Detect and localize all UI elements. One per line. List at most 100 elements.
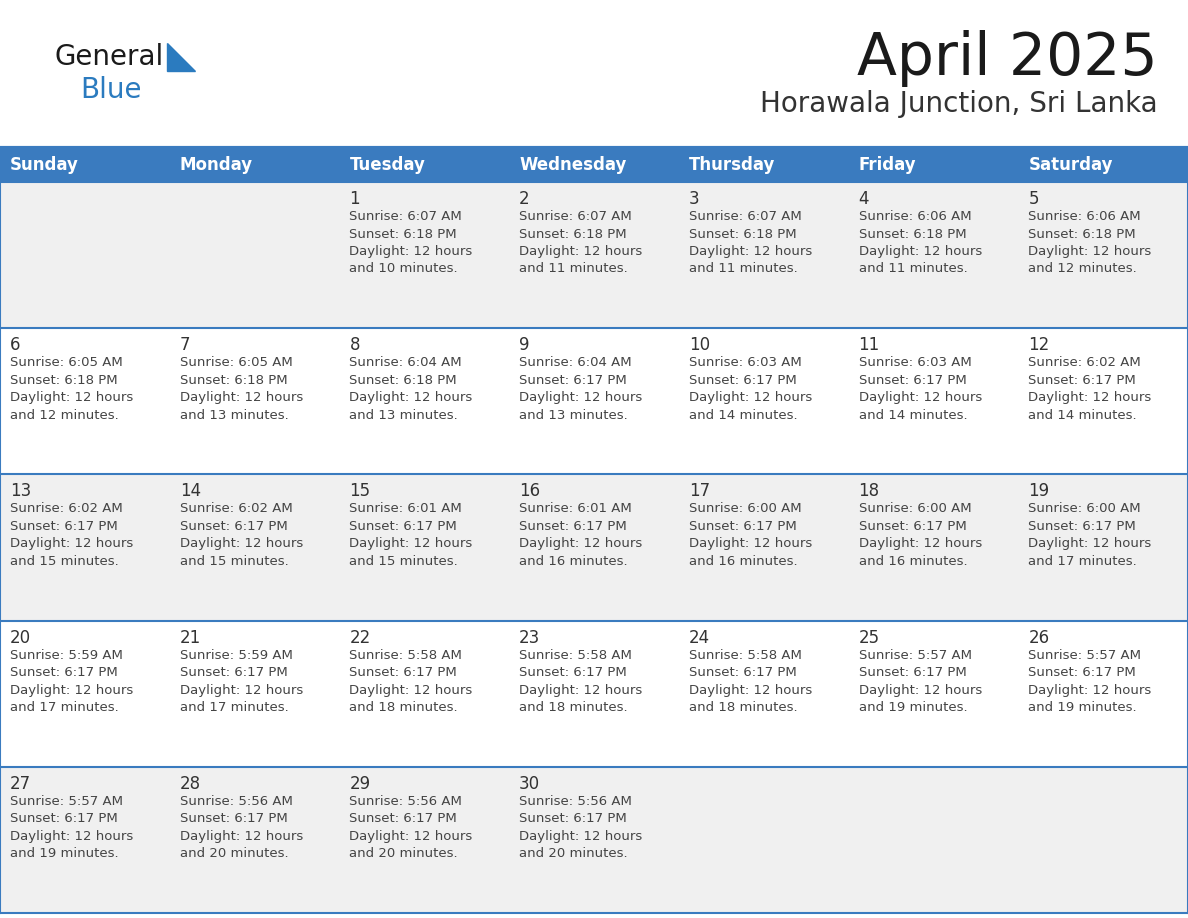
Text: Tuesday: Tuesday — [349, 156, 425, 174]
Bar — [170, 148, 340, 182]
Bar — [340, 767, 510, 913]
Text: Sunrise: 5:59 AM
Sunset: 6:17 PM
Daylight: 12 hours
and 17 minutes.: Sunrise: 5:59 AM Sunset: 6:17 PM Dayligh… — [10, 649, 133, 714]
Bar — [340, 621, 510, 767]
Text: Sunrise: 5:59 AM
Sunset: 6:17 PM
Daylight: 12 hours
and 17 minutes.: Sunrise: 5:59 AM Sunset: 6:17 PM Dayligh… — [179, 649, 303, 714]
Bar — [1018, 621, 1188, 767]
Text: Sunrise: 6:00 AM
Sunset: 6:17 PM
Daylight: 12 hours
and 16 minutes.: Sunrise: 6:00 AM Sunset: 6:17 PM Dayligh… — [689, 502, 813, 568]
Bar — [510, 767, 678, 913]
Bar — [0, 475, 170, 621]
Text: Sunrise: 6:01 AM
Sunset: 6:17 PM
Daylight: 12 hours
and 16 minutes.: Sunrise: 6:01 AM Sunset: 6:17 PM Dayligh… — [519, 502, 643, 568]
Text: Sunrise: 6:04 AM
Sunset: 6:17 PM
Daylight: 12 hours
and 13 minutes.: Sunrise: 6:04 AM Sunset: 6:17 PM Dayligh… — [519, 356, 643, 421]
Bar — [848, 767, 1018, 913]
Bar — [848, 475, 1018, 621]
Bar — [0, 621, 170, 767]
Bar — [678, 148, 848, 182]
Bar — [510, 182, 678, 329]
Text: 30: 30 — [519, 775, 541, 793]
Text: Sunrise: 6:02 AM
Sunset: 6:17 PM
Daylight: 12 hours
and 15 minutes.: Sunrise: 6:02 AM Sunset: 6:17 PM Dayligh… — [10, 502, 133, 568]
Text: 22: 22 — [349, 629, 371, 646]
Text: 20: 20 — [10, 629, 31, 646]
Text: 7: 7 — [179, 336, 190, 354]
Text: 16: 16 — [519, 482, 541, 500]
Text: 1: 1 — [349, 190, 360, 208]
Bar — [0, 767, 170, 913]
Text: Sunrise: 6:04 AM
Sunset: 6:18 PM
Daylight: 12 hours
and 13 minutes.: Sunrise: 6:04 AM Sunset: 6:18 PM Dayligh… — [349, 356, 473, 421]
Text: Wednesday: Wednesday — [519, 156, 626, 174]
Bar — [1018, 182, 1188, 329]
Bar — [848, 182, 1018, 329]
Text: Friday: Friday — [859, 156, 916, 174]
Text: Sunrise: 6:03 AM
Sunset: 6:17 PM
Daylight: 12 hours
and 14 minutes.: Sunrise: 6:03 AM Sunset: 6:17 PM Dayligh… — [689, 356, 813, 421]
Bar — [340, 475, 510, 621]
Text: 11: 11 — [859, 336, 880, 354]
Bar — [0, 329, 170, 475]
Text: Sunrise: 5:57 AM
Sunset: 6:17 PM
Daylight: 12 hours
and 19 minutes.: Sunrise: 5:57 AM Sunset: 6:17 PM Dayligh… — [1029, 649, 1151, 714]
Bar — [510, 329, 678, 475]
Text: Sunrise: 5:58 AM
Sunset: 6:17 PM
Daylight: 12 hours
and 18 minutes.: Sunrise: 5:58 AM Sunset: 6:17 PM Dayligh… — [349, 649, 473, 714]
Polygon shape — [168, 43, 195, 71]
Text: 9: 9 — [519, 336, 530, 354]
Bar — [510, 148, 678, 182]
Text: 25: 25 — [859, 629, 879, 646]
Bar — [510, 475, 678, 621]
Bar — [170, 329, 340, 475]
Bar — [170, 475, 340, 621]
Bar — [1018, 475, 1188, 621]
Bar — [678, 767, 848, 913]
Bar — [678, 182, 848, 329]
Bar — [170, 767, 340, 913]
Bar — [1018, 329, 1188, 475]
Bar — [1018, 148, 1188, 182]
Text: Sunrise: 5:56 AM
Sunset: 6:17 PM
Daylight: 12 hours
and 20 minutes.: Sunrise: 5:56 AM Sunset: 6:17 PM Dayligh… — [349, 795, 473, 860]
Text: General: General — [55, 43, 164, 71]
Text: Sunrise: 6:03 AM
Sunset: 6:17 PM
Daylight: 12 hours
and 14 minutes.: Sunrise: 6:03 AM Sunset: 6:17 PM Dayligh… — [859, 356, 981, 421]
Text: 14: 14 — [179, 482, 201, 500]
Text: 4: 4 — [859, 190, 870, 208]
Bar — [678, 475, 848, 621]
Text: 2: 2 — [519, 190, 530, 208]
Text: 19: 19 — [1029, 482, 1049, 500]
Bar — [1018, 767, 1188, 913]
Text: Sunrise: 6:06 AM
Sunset: 6:18 PM
Daylight: 12 hours
and 11 minutes.: Sunrise: 6:06 AM Sunset: 6:18 PM Dayligh… — [859, 210, 981, 275]
Text: Saturday: Saturday — [1029, 156, 1113, 174]
Text: 5: 5 — [1029, 190, 1038, 208]
Text: Sunrise: 6:02 AM
Sunset: 6:17 PM
Daylight: 12 hours
and 14 minutes.: Sunrise: 6:02 AM Sunset: 6:17 PM Dayligh… — [1029, 356, 1151, 421]
Bar — [510, 621, 678, 767]
Bar — [848, 329, 1018, 475]
Bar — [170, 621, 340, 767]
Text: 3: 3 — [689, 190, 700, 208]
Text: 29: 29 — [349, 775, 371, 793]
Text: 13: 13 — [10, 482, 31, 500]
Text: Sunrise: 5:57 AM
Sunset: 6:17 PM
Daylight: 12 hours
and 19 minutes.: Sunrise: 5:57 AM Sunset: 6:17 PM Dayligh… — [10, 795, 133, 860]
Text: Sunday: Sunday — [10, 156, 78, 174]
Text: 8: 8 — [349, 336, 360, 354]
Text: Sunrise: 6:01 AM
Sunset: 6:17 PM
Daylight: 12 hours
and 15 minutes.: Sunrise: 6:01 AM Sunset: 6:17 PM Dayligh… — [349, 502, 473, 568]
Text: 18: 18 — [859, 482, 879, 500]
Bar — [170, 182, 340, 329]
Text: 10: 10 — [689, 336, 710, 354]
Bar — [848, 148, 1018, 182]
Text: 17: 17 — [689, 482, 710, 500]
Text: Sunrise: 6:07 AM
Sunset: 6:18 PM
Daylight: 12 hours
and 10 minutes.: Sunrise: 6:07 AM Sunset: 6:18 PM Dayligh… — [349, 210, 473, 275]
Text: Sunrise: 5:58 AM
Sunset: 6:17 PM
Daylight: 12 hours
and 18 minutes.: Sunrise: 5:58 AM Sunset: 6:17 PM Dayligh… — [689, 649, 813, 714]
Text: Sunrise: 6:06 AM
Sunset: 6:18 PM
Daylight: 12 hours
and 12 minutes.: Sunrise: 6:06 AM Sunset: 6:18 PM Dayligh… — [1029, 210, 1151, 275]
Text: April 2025: April 2025 — [858, 30, 1158, 87]
Bar — [848, 621, 1018, 767]
Bar — [340, 329, 510, 475]
Text: Sunrise: 6:00 AM
Sunset: 6:17 PM
Daylight: 12 hours
and 16 minutes.: Sunrise: 6:00 AM Sunset: 6:17 PM Dayligh… — [859, 502, 981, 568]
Text: 21: 21 — [179, 629, 201, 646]
Bar — [678, 329, 848, 475]
Text: Blue: Blue — [80, 76, 141, 104]
Bar — [0, 182, 170, 329]
Bar — [0, 148, 170, 182]
Text: 28: 28 — [179, 775, 201, 793]
Text: 26: 26 — [1029, 629, 1049, 646]
Text: 23: 23 — [519, 629, 541, 646]
Text: 24: 24 — [689, 629, 710, 646]
Text: 15: 15 — [349, 482, 371, 500]
Text: Monday: Monday — [179, 156, 253, 174]
Text: 27: 27 — [10, 775, 31, 793]
Bar — [340, 182, 510, 329]
Bar — [678, 621, 848, 767]
Text: Sunrise: 6:00 AM
Sunset: 6:17 PM
Daylight: 12 hours
and 17 minutes.: Sunrise: 6:00 AM Sunset: 6:17 PM Dayligh… — [1029, 502, 1151, 568]
